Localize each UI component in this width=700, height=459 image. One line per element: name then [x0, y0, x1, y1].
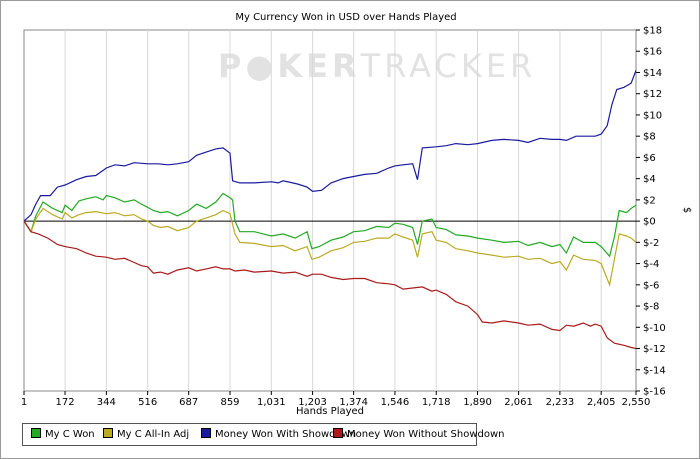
x-tick-label: 2,550	[622, 397, 651, 408]
watermark-tracker: TRACKER	[360, 47, 537, 85]
series-line-my-c-all-in-adj	[23, 207, 637, 287]
x-axis-label: Hands Played	[296, 406, 364, 417]
legend-item-money-won-without-showdown: Money Won Without Showdown	[333, 428, 505, 441]
legend-item-money-won-with-showdown: Money Won With Showdown	[201, 428, 356, 441]
y-tick-label: $8	[643, 132, 656, 143]
legend-swatch-money-won-with-showdown	[201, 428, 211, 438]
x-tick-label: 2,405	[587, 397, 616, 408]
legend-label: Money Won Without Showdown	[347, 429, 505, 440]
watermark-p: P	[218, 47, 245, 85]
x-tick-label: 1,546	[381, 397, 410, 408]
watermark-ker: KER	[277, 47, 360, 85]
y-tick-label: $18	[643, 26, 662, 37]
series-line-money-won-without-showdown	[23, 220, 637, 350]
legend-item-my-c-all-in-adj: My C All-In Adj	[103, 428, 189, 441]
y-tick-label: $0	[643, 217, 656, 228]
series-line-my-c-won	[23, 192, 637, 258]
y-tick-label: $14	[643, 68, 662, 79]
legend-label: My C Won	[45, 429, 95, 440]
x-tick-label: 687	[179, 397, 198, 408]
x-tick-label: 1,890	[463, 397, 492, 408]
watermark-chip: ●	[245, 47, 277, 85]
chart-title: My Currency Won in USD over Hands Played	[235, 12, 456, 23]
x-tick-label: 516	[138, 397, 157, 408]
series-layer	[23, 70, 637, 350]
x-tick-label: 344	[97, 397, 116, 408]
y-tick-label: $4	[643, 174, 656, 185]
y-axis-ticks: $18 $16 $14 $12 $10 $8 $6 $4 $2 $0 $-2 $-4 $-6 $-8 $-1…	[636, 26, 666, 398]
y-tick-label: $-12	[643, 344, 666, 355]
x-tick-label: 859	[220, 397, 239, 408]
plot-area	[23, 29, 637, 392]
x-tick-label: 1,031	[257, 397, 286, 408]
y-tick-label: $-8	[643, 302, 659, 313]
y-tick-label: $-14	[643, 365, 666, 376]
legend-swatch-my-c-won	[31, 428, 41, 438]
x-tick-label: 1,718	[422, 397, 451, 408]
y-tick-label: $-2	[643, 238, 659, 249]
legend-label: Money Won With Showdown	[215, 429, 357, 440]
x-axis-ticks: 1 172 344 516 687 859 1,031 1,203 1,374 1,546 1,71…	[21, 391, 651, 408]
y-tick-label: $6	[643, 153, 656, 164]
y-tick-label: $-4	[643, 259, 659, 270]
x-tick-label: 172	[56, 397, 75, 408]
y-tick-label: $-6	[643, 280, 659, 291]
x-tick-label: 2,061	[504, 397, 533, 408]
legend-swatch-my-c-all-in-adj	[103, 428, 113, 438]
legend-item-my-c-won: My C Won	[31, 428, 95, 441]
y-tick-label: $16	[643, 47, 662, 58]
grid	[64, 30, 602, 391]
y-axis-label: $	[681, 207, 692, 213]
x-tick-label: 1	[21, 397, 27, 408]
y-tick-label: $12	[643, 89, 662, 100]
x-tick-label: 2,233	[546, 397, 575, 408]
y-tick-label: $10	[643, 110, 662, 121]
y-tick-label: $2	[643, 195, 656, 206]
svg-text:P●KERTRACKER: P●KERTRACKER	[218, 47, 536, 85]
legend-label: My C All-In Adj	[117, 429, 190, 440]
series-line-money-won-with-showdown	[23, 70, 637, 222]
watermark: P●KERTRACKER	[218, 47, 536, 85]
y-tick-label: $-10	[643, 323, 666, 334]
legend-swatch-money-won-without-showdown	[333, 428, 343, 438]
legend: My C Won My C All-In Adj Money Won With …	[22, 423, 505, 446]
x-tick-label: 1,374	[339, 397, 368, 408]
y-tick-label: $-16	[643, 387, 666, 398]
x-tick-label: 1,203	[298, 397, 327, 408]
